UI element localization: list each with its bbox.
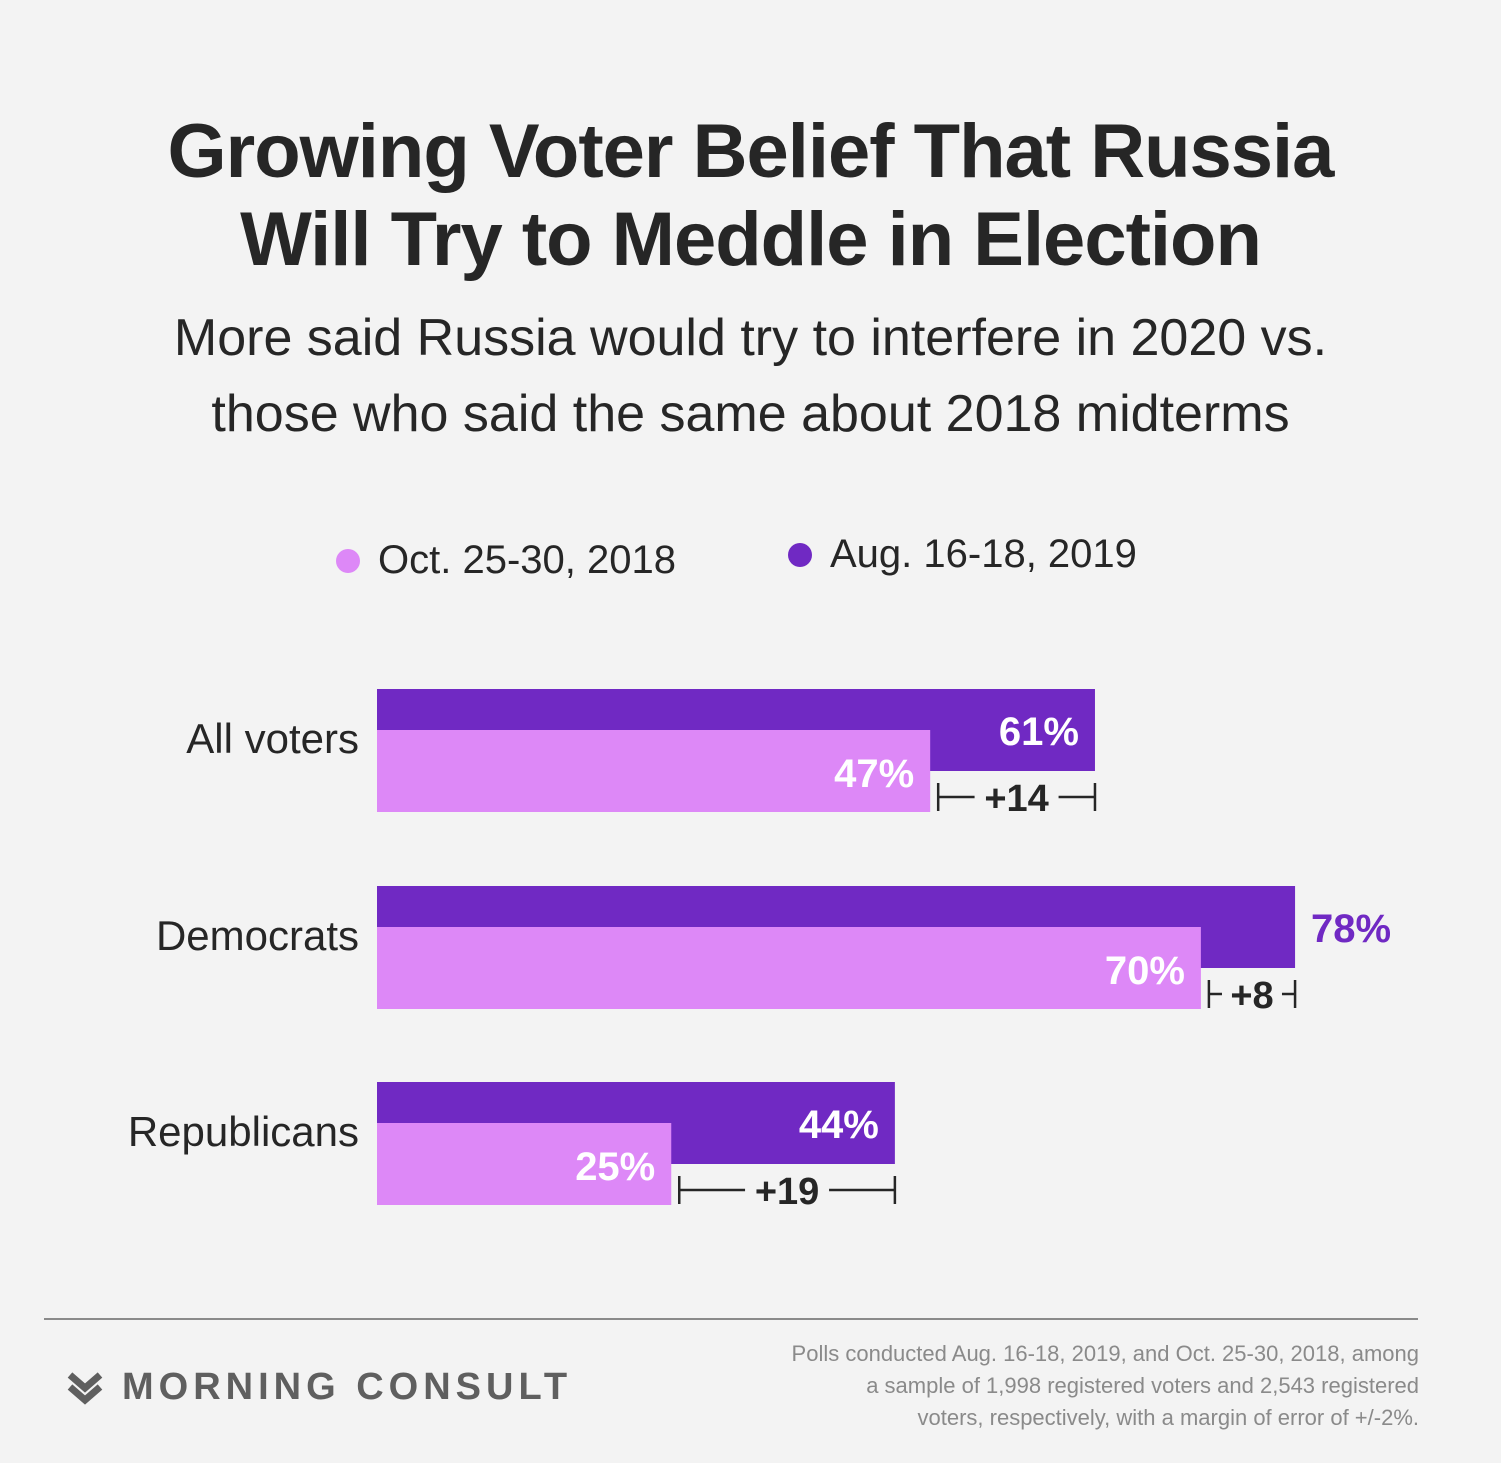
brand-name: MORNING CONSULT <box>122 1366 573 1408</box>
chart-subtitle: More said Russia would try to interfere … <box>0 300 1501 452</box>
footnote-line-3: voters, respectively, with a margin of e… <box>917 1405 1420 1430</box>
bar-2018-all-voters <box>377 730 931 812</box>
difference-label-republicans: +19 <box>755 1171 819 1213</box>
morning-consult-logo-icon <box>67 1371 103 1405</box>
bar-chart: All voters 61% 47% +14 Democrats 78% 70% +8 Repu… <box>128 689 1391 1213</box>
legend-item-2019: Aug. 16-18, 2019 <box>788 532 1137 577</box>
chart-legend: Oct. 25-30, 2018 Aug. 16-18, 2019 <box>0 532 1501 592</box>
legend-label-2018: Oct. 25-30, 2018 <box>378 538 676 582</box>
bar-2018-democrats <box>377 927 1201 1009</box>
value-label-2019-all-voters: 61% <box>999 710 1079 754</box>
category-label-democrats: Democrats <box>156 912 359 959</box>
category-label-republicans: Republicans <box>128 1108 359 1155</box>
footnote-line-1: Polls conducted Aug. 16-18, 2019, and Oc… <box>791 1341 1419 1366</box>
value-label-2019-republicans: 44% <box>799 1103 879 1147</box>
footnote: Polls conducted Aug. 16-18, 2019, and Oc… <box>659 1338 1419 1434</box>
value-label-2019-democrats: 78% <box>1311 907 1391 951</box>
chart-subtitle-line-1: More said Russia would try to interfere … <box>173 309 1328 367</box>
chart-subtitle-line-2: those who said the same about 2018 midte… <box>211 385 1290 443</box>
category-label-all-voters: All voters <box>186 715 359 762</box>
chart-title-line-1: Growing Voter Belief That Russia <box>167 109 1335 194</box>
brand: MORNING CONSULT <box>66 1366 572 1409</box>
difference-label-democrats: +8 <box>1230 975 1273 1017</box>
chart-title: Growing Voter Belief That Russia Will Tr… <box>0 108 1501 284</box>
legend-swatch-2018 <box>336 548 360 573</box>
legend-label-2019: Aug. 16-18, 2019 <box>830 532 1137 576</box>
legend-swatch-2019 <box>788 542 812 567</box>
bar-2018-republicans <box>377 1123 672 1205</box>
footer-divider <box>44 1318 1418 1320</box>
legend-item-2018: Oct. 25-30, 2018 <box>336 538 676 583</box>
value-label-2018-all-voters: 47% <box>834 752 914 796</box>
value-label-2018-republicans: 25% <box>575 1145 655 1189</box>
value-label-2018-democrats: 70% <box>1105 949 1185 993</box>
footnote-line-2: a sample of 1,998 registered voters and … <box>866 1373 1419 1398</box>
chart-title-line-2: Will Try to Meddle in Election <box>240 197 1262 282</box>
difference-label-all-voters: +14 <box>984 778 1048 820</box>
